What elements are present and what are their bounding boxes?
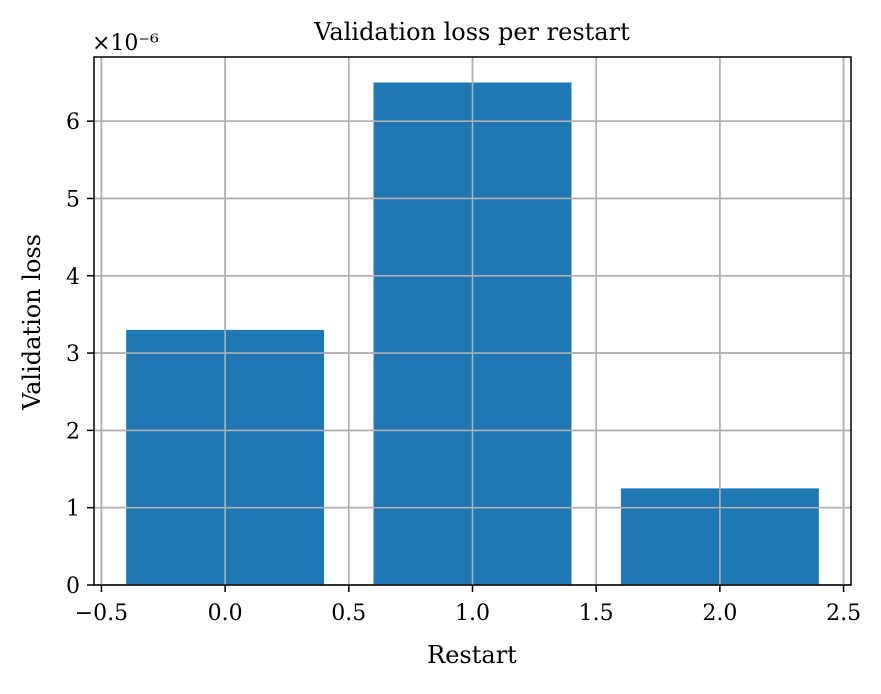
y-tick-label: 5 xyxy=(66,187,80,212)
y-tick-label: 6 xyxy=(66,110,80,135)
x-axis-label: Restart xyxy=(427,641,517,669)
x-tick-label: 1.0 xyxy=(455,601,490,626)
ticks-layer: −0.5 0.0 0.5 1.0 1.5 2.0 2.5 0 1 2 3 4 5 6 xyxy=(66,110,861,626)
x-tick-label: 0.5 xyxy=(331,601,366,626)
x-tick-label: 1.5 xyxy=(579,601,614,626)
y-tick-label: 4 xyxy=(66,265,80,290)
y-tick-label: 1 xyxy=(66,497,80,522)
x-tick-label: −0.5 xyxy=(75,601,128,626)
chart-title: Validation loss per restart xyxy=(313,18,630,46)
y-axis-label: Validation loss xyxy=(18,234,46,411)
x-tick-label: 2.5 xyxy=(826,601,861,626)
y-scale-multiplier: ×10⁻⁶ xyxy=(92,31,159,56)
x-tick-label: 0.0 xyxy=(208,601,243,626)
x-tick-label: 2.0 xyxy=(702,601,737,626)
y-tick-label: 0 xyxy=(66,574,80,599)
y-tick-label: 2 xyxy=(66,419,80,444)
y-tick-label: 3 xyxy=(66,342,80,367)
